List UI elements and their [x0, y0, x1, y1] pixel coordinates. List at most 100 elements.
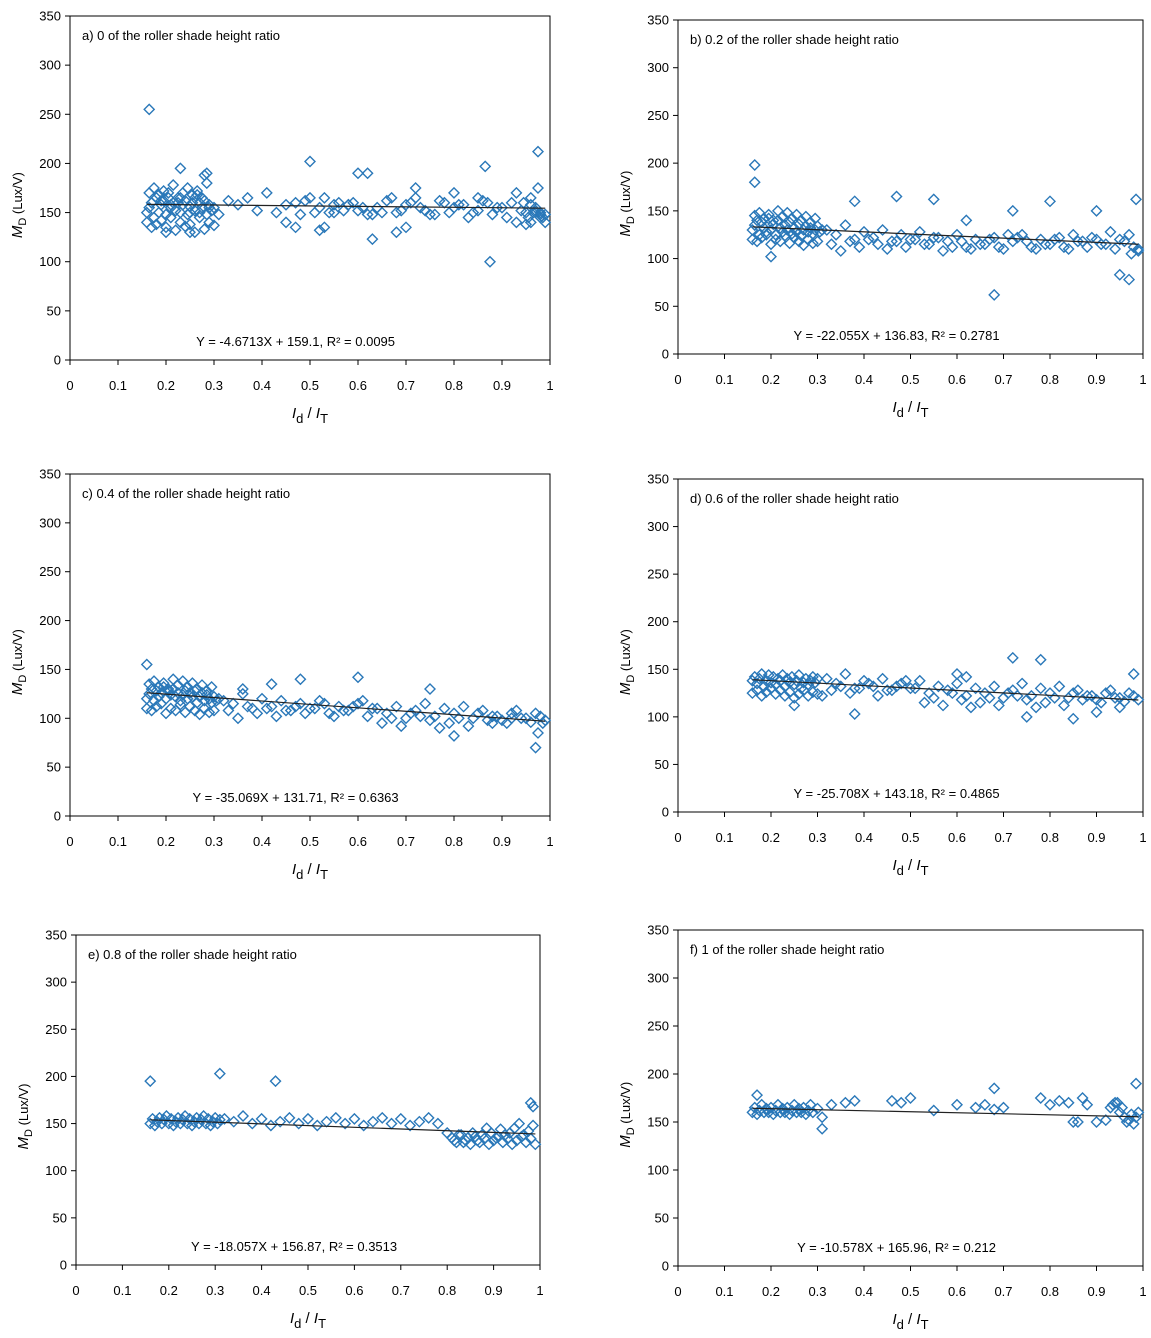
- data-point: [145, 704, 158, 717]
- x-tick-label: 0.1: [715, 372, 733, 387]
- data-point: [376, 1111, 389, 1124]
- data-point: [960, 241, 973, 254]
- data-point: [318, 697, 331, 710]
- data-point: [188, 191, 201, 204]
- data-point: [811, 688, 824, 701]
- data-point: [339, 1117, 352, 1130]
- trendline: [752, 226, 1139, 245]
- data-point: [236, 682, 249, 695]
- y-tick-label: 50: [47, 760, 61, 775]
- data-point: [1034, 1092, 1047, 1104]
- data-point: [776, 210, 789, 223]
- x-tick-label: 0.9: [493, 378, 511, 393]
- data-point: [1006, 235, 1019, 248]
- data-point: [433, 722, 446, 735]
- data-point: [380, 194, 393, 207]
- data-point: [496, 1136, 509, 1149]
- data-point: [431, 1117, 444, 1130]
- x-tick-label: 0.1: [109, 378, 127, 393]
- data-point: [913, 674, 926, 687]
- data-point: [505, 712, 518, 725]
- data-point: [481, 196, 494, 209]
- data-point: [844, 687, 857, 700]
- data-point: [152, 681, 165, 694]
- data-point: [328, 710, 340, 723]
- y-tick-label: 300: [39, 515, 61, 530]
- data-point: [918, 238, 931, 251]
- data-point: [222, 194, 235, 207]
- data-point: [899, 674, 912, 687]
- data-point: [913, 225, 926, 238]
- x-tick-label: 0.1: [715, 1284, 733, 1299]
- y-tick-label: 350: [45, 928, 67, 943]
- data-point: [140, 658, 153, 671]
- x-axis-title: Id / IT: [892, 857, 928, 878]
- data-point: [280, 704, 292, 717]
- data-point: [164, 211, 177, 224]
- y-tick-label: 200: [647, 1067, 669, 1082]
- trendline: [146, 692, 546, 722]
- data-point: [890, 190, 903, 203]
- data-point: [184, 226, 196, 239]
- data-point: [476, 704, 489, 717]
- data-point: [534, 211, 547, 224]
- data-point: [352, 697, 364, 710]
- data-point: [428, 208, 441, 221]
- data-point: [143, 103, 156, 116]
- y-tick-label: 0: [662, 805, 669, 820]
- y-tick-label: 150: [45, 1116, 67, 1131]
- data-point: [951, 668, 963, 681]
- x-tick-label: 0.8: [438, 1283, 456, 1298]
- data-point: [164, 702, 177, 715]
- data-point: [150, 218, 163, 231]
- x-tick-label: 0.5: [301, 834, 319, 849]
- data-point: [997, 1101, 1010, 1114]
- data-point: [955, 235, 968, 248]
- data-point: [820, 223, 833, 236]
- x-tick-label: 0.3: [205, 378, 223, 393]
- data-point: [524, 198, 537, 211]
- y-tick-label: 0: [54, 809, 61, 824]
- data-point: [265, 678, 278, 691]
- data-point: [361, 710, 374, 723]
- data-point: [918, 696, 931, 709]
- data-point: [1130, 1077, 1143, 1090]
- data-point: [876, 672, 889, 685]
- data-point: [395, 204, 408, 217]
- data-point: [1076, 235, 1089, 248]
- data-point: [256, 692, 268, 705]
- data-point: [765, 250, 777, 263]
- data-point: [438, 196, 451, 209]
- data-point: [480, 1122, 493, 1135]
- data-point: [1132, 243, 1145, 256]
- x-tick-label: 0.5: [901, 1284, 919, 1299]
- data-point: [1016, 677, 1029, 690]
- data-point: [520, 712, 532, 725]
- data-point: [200, 684, 213, 697]
- data-point: [472, 707, 484, 720]
- data-point: [1067, 712, 1080, 725]
- data-point: [788, 699, 801, 712]
- x-tick-label: 0.6: [948, 830, 966, 845]
- data-point: [799, 1108, 812, 1121]
- data-point: [366, 702, 379, 715]
- chart-panel-d: 0 50 100 150 200 250 300 350 0 0.1 0.2 0.3 0.4 0.5 0.6…: [575, 446, 1151, 892]
- x-tick-label: 0.3: [205, 834, 223, 849]
- y-tick-label: 50: [53, 1210, 67, 1225]
- chart-panel-e: 0 50 100 150 200 250 300 350 0 0.1 0.2 0.3 0.4 0.5 0.6…: [0, 892, 575, 1338]
- data-point: [400, 221, 412, 234]
- data-point: [452, 198, 465, 211]
- data-point: [385, 191, 398, 204]
- data-point: [302, 1112, 314, 1125]
- data-point: [795, 214, 808, 227]
- data-point: [992, 699, 1005, 712]
- data-point: [366, 233, 379, 246]
- x-tick-label: 0.7: [397, 834, 415, 849]
- data-point: [424, 208, 436, 221]
- data-point: [376, 717, 388, 730]
- data-point: [352, 167, 364, 180]
- regression-equation: Y = -18.057X + 156.87, R² = 0.3513: [191, 1239, 397, 1254]
- data-point: [844, 235, 857, 248]
- data-point: [1002, 228, 1015, 241]
- data-point: [457, 700, 470, 713]
